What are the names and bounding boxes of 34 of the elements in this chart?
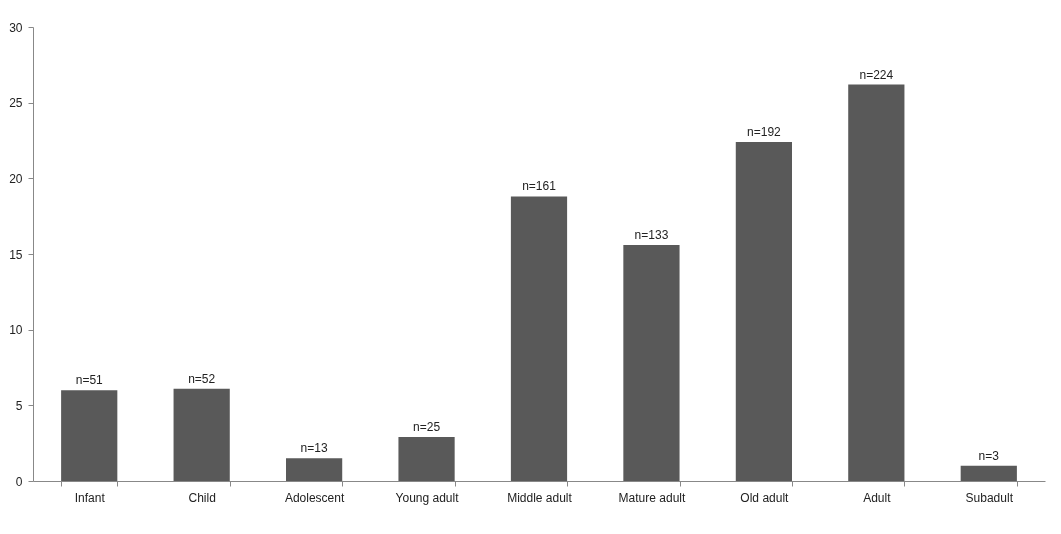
- y-tick-label: 0: [15, 474, 23, 489]
- x-tick-label: Child: [188, 490, 216, 505]
- annotation: n=133: [634, 227, 669, 242]
- bar: [623, 244, 680, 481]
- y-tick-label: 20: [9, 171, 23, 186]
- y-tick-label: 10: [9, 323, 23, 338]
- bar: [173, 388, 230, 481]
- bar: [735, 142, 792, 481]
- x-tick-label: Middle adult: [507, 490, 573, 505]
- y-tick-label: 5: [15, 398, 23, 413]
- bar: [510, 196, 568, 481]
- x-tick-label: Young adult: [395, 490, 460, 505]
- y-tick-label: 15: [9, 247, 23, 262]
- x-tick-label: Old adult: [740, 490, 790, 505]
- y-tick-label: 25: [9, 96, 23, 111]
- bar: [848, 84, 905, 481]
- x-tick-label: Subadult: [965, 490, 1014, 505]
- bar: [61, 390, 118, 481]
- annotation: n=13: [300, 441, 328, 456]
- annotation: n=52: [188, 371, 216, 386]
- annotation: n=3: [978, 448, 1000, 463]
- bar: [286, 458, 343, 481]
- bar: [398, 437, 455, 481]
- annotation: n=224: [859, 67, 894, 82]
- x-tick-label: Adult: [863, 490, 892, 505]
- x-tick-label: Mature adult: [618, 490, 686, 505]
- x-tick-label: Adolescent: [284, 490, 345, 505]
- annotation: n=192: [747, 125, 782, 140]
- annotation: n=161: [522, 179, 557, 194]
- annotation: n=25: [413, 420, 441, 435]
- bar: [960, 465, 1017, 481]
- annotation: n=51: [75, 373, 104, 388]
- y-tick-label: 30: [9, 20, 23, 35]
- x-tick-label: Infant: [74, 490, 106, 505]
